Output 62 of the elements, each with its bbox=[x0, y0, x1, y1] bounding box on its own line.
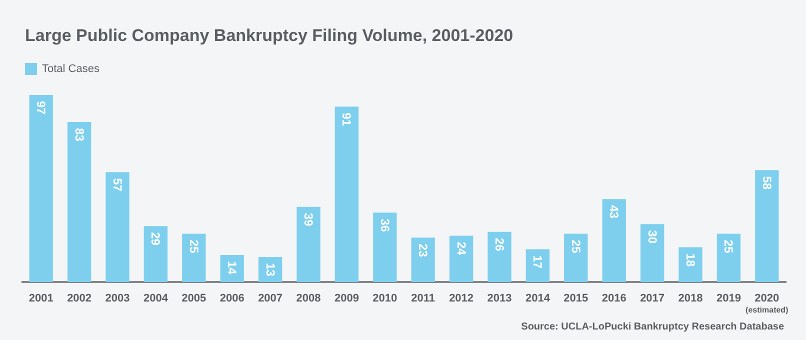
bar bbox=[106, 172, 130, 282]
x-tick-label: 2010 bbox=[372, 292, 398, 304]
data-label: 17 bbox=[530, 255, 545, 269]
bar bbox=[526, 249, 550, 282]
data-label: 18 bbox=[684, 253, 698, 267]
x-tick-label: 2018 bbox=[678, 292, 703, 304]
bar bbox=[602, 199, 626, 282]
x-tick-label: 2016 bbox=[602, 292, 626, 304]
bar bbox=[640, 224, 664, 282]
bar bbox=[411, 238, 435, 282]
data-label: 23 bbox=[416, 244, 430, 258]
data-label: 36 bbox=[378, 218, 392, 232]
bar bbox=[449, 236, 474, 282]
data-label: 57 bbox=[110, 178, 124, 192]
bar bbox=[220, 255, 244, 282]
data-label: 24 bbox=[454, 242, 468, 256]
x-tick-label: 2001 bbox=[28, 292, 54, 304]
data-label: 26 bbox=[492, 238, 506, 252]
x-tick-label: 2015 bbox=[564, 292, 588, 304]
data-label: 97 bbox=[34, 101, 48, 115]
data-label: 39 bbox=[302, 212, 316, 226]
x-tick-label: 2014 bbox=[525, 292, 551, 304]
x-tick-label: 2005 bbox=[182, 292, 206, 304]
x-tick-label: 2004 bbox=[143, 292, 169, 304]
data-label: 29 bbox=[148, 232, 163, 246]
bar bbox=[144, 226, 168, 282]
data-label: 25 bbox=[186, 240, 201, 254]
data-label: 25 bbox=[722, 240, 736, 254]
data-label: 25 bbox=[568, 240, 583, 254]
x-tick-label: 2012 bbox=[449, 292, 474, 304]
bar bbox=[564, 234, 588, 282]
x-tick-label: 2003 bbox=[105, 292, 130, 304]
bar bbox=[67, 122, 92, 282]
data-label: 13 bbox=[263, 262, 278, 277]
x-tick-label: 2019 bbox=[716, 292, 741, 304]
data-label: 58 bbox=[760, 176, 774, 190]
x-tick-label: 2006 bbox=[220, 292, 244, 304]
bar bbox=[29, 95, 53, 282]
x-tick-label: 2008 bbox=[296, 292, 321, 304]
bar bbox=[182, 234, 206, 282]
data-label: 14 bbox=[225, 261, 240, 275]
x-tick-label: 2017 bbox=[640, 292, 665, 304]
bar bbox=[716, 234, 741, 282]
data-label: 43 bbox=[607, 205, 622, 219]
x-tick-label: 2007 bbox=[258, 292, 283, 304]
bar bbox=[373, 212, 397, 282]
bar bbox=[488, 232, 512, 282]
x-tick-label: 2020 (estimated) bbox=[746, 292, 789, 314]
x-tick-label: 2002 bbox=[67, 292, 92, 304]
source-note: Source: UCLA-LoPucki Bankruptcy Research Database bbox=[521, 322, 784, 332]
x-tick-label: 2009 bbox=[334, 292, 359, 304]
chart-title: Large Public Company Bankruptcy Filing Volume, 2001-2020 bbox=[25, 26, 514, 45]
x-tick-label: 2011 bbox=[411, 292, 436, 304]
data-label: 91 bbox=[340, 112, 354, 126]
data-label: 83 bbox=[72, 128, 86, 142]
bar bbox=[678, 247, 702, 282]
bar bbox=[755, 170, 779, 282]
bar bbox=[334, 106, 359, 282]
data-label: 30 bbox=[645, 230, 660, 244]
bar bbox=[296, 206, 320, 282]
legend-label: Total Cases bbox=[42, 63, 100, 75]
x-tick-label: 2013 bbox=[487, 292, 512, 304]
